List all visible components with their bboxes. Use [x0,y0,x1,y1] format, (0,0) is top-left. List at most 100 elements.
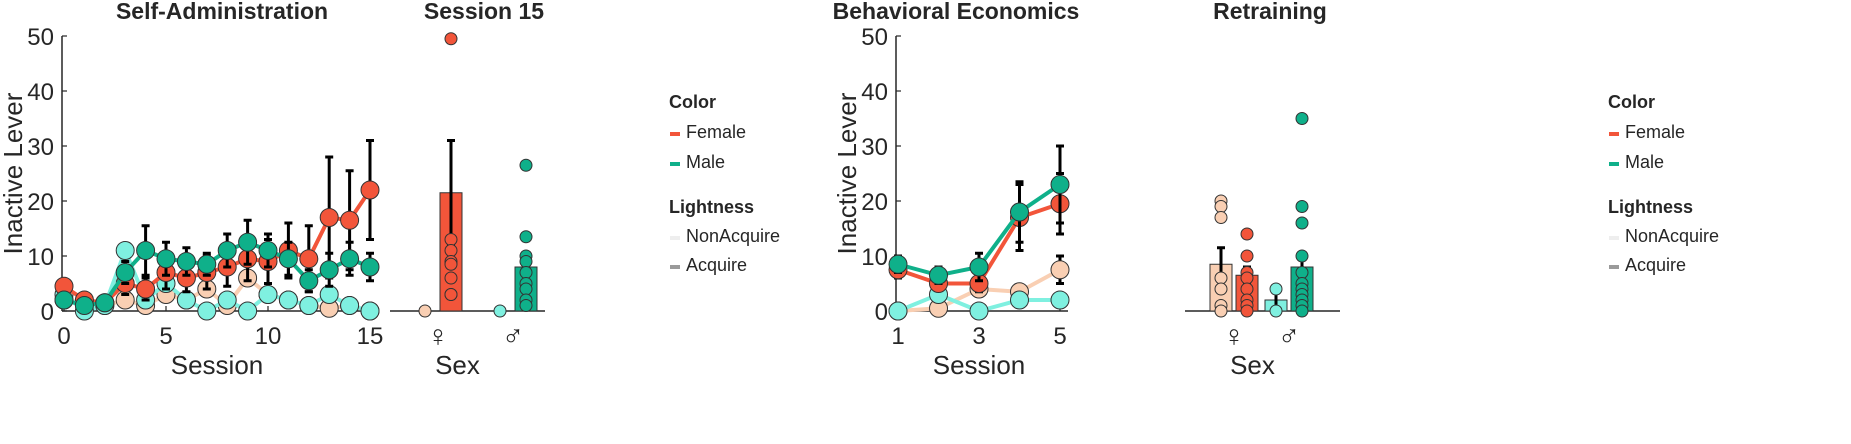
series-line [63,240,371,308]
data-point [299,296,319,315]
data-point [969,257,989,277]
data-point [1214,304,1228,318]
legend-lightness-title: Lightness [669,197,754,217]
data-point [217,290,237,310]
y-tick-label: 40 [27,79,54,106]
data-point [217,241,237,260]
data-point [197,301,217,321]
bar-group [1209,194,1233,318]
data-point [1295,266,1309,279]
series-3 [54,218,380,315]
category-label: ♀ [1223,320,1246,353]
data-point [1269,304,1283,318]
data-point [258,241,278,260]
x-axis-label: Sex [435,350,480,380]
data-point [888,254,908,274]
data-point [299,249,319,269]
data-point [1240,271,1254,285]
data-point [319,285,339,304]
data-point [115,263,135,282]
data-point [1214,282,1228,296]
legend-label: Male [1625,152,1664,172]
x-axis-label: Session [171,350,264,380]
data-point [1050,290,1070,310]
data-point [929,265,948,285]
panel-2: Behavioral Economics 0 10 20 30 40 50 1 3 5 Sessio… [832,0,1079,380]
panel-title: Retraining [1213,0,1327,24]
data-point [1295,200,1309,213]
legend-label: Female [686,122,746,142]
legend-label: NonAcquire [686,226,780,246]
legend-label: NonAcquire [1625,226,1719,246]
x-axis-label: Sex [1230,350,1275,380]
data-point [1295,304,1309,318]
y-tick-label: 10 [27,244,54,271]
legend-0: Color Female Male Lightness NonAcquire Acquir… [669,92,780,275]
bar-group [493,304,507,318]
y-tick-label: 50 [27,24,54,51]
y-tick-label: 20 [27,189,54,216]
data-point [519,266,533,279]
data-point [95,293,115,313]
data-point [1269,282,1283,296]
bar-group [1290,112,1314,318]
series-line [62,188,372,305]
legend-swatch [1609,236,1619,240]
data-point [319,208,339,227]
data-point [278,290,298,310]
data-point [519,230,533,244]
legend-swatch [670,265,680,269]
legend-swatch [1609,265,1619,269]
data-point [1214,271,1228,285]
data-point [1295,216,1309,230]
data-point [519,282,533,296]
legend-label: Acquire [1625,255,1686,275]
data-point [340,296,360,315]
series-line [62,245,371,314]
data-point [444,271,458,285]
y-tick-label: 0 [41,299,54,326]
data-point [1214,211,1228,224]
panel-title: Self-Administration [116,0,328,24]
data-point [519,255,533,268]
panel-0: Self-Administration 0 10 20 30 40 50 0 5 10 15 Sess… [0,0,383,380]
legend-1: Color Female Male Lightness NonAcquire Acquir… [1608,92,1719,275]
panel-title: Behavioral Economics [833,0,1080,24]
y-tick-label: 40 [861,79,888,106]
data-point [54,290,74,310]
y-tick-label: 0 [875,299,888,326]
data-point [74,296,94,315]
data-point [360,180,380,200]
category-label: ♀ [427,320,450,353]
bar-group [1264,282,1288,318]
data-point [444,288,458,301]
legend-color-title: Color [1608,92,1655,112]
data-point [115,241,135,260]
data-point [176,290,196,310]
y-tick-label: 10 [861,244,888,271]
data-point [340,249,360,269]
y-axis-label: Inactive Lever [0,92,28,254]
bar-group [514,158,538,312]
data-point [1295,112,1309,125]
data-point [1214,200,1228,213]
y-tick-label: 50 [861,24,888,51]
x-tick-label: 3 [972,323,985,350]
data-point [444,32,458,46]
series-3 [888,144,1070,285]
data-point [238,301,258,321]
x-tick-label: 15 [357,323,384,350]
data-point [1010,202,1029,222]
bar-group [1235,227,1259,318]
data-point [156,249,176,269]
data-point [1050,175,1070,194]
data-point [444,233,458,246]
legend-swatch [1609,132,1619,136]
data-point [258,285,278,304]
data-point [418,304,432,318]
data-point [319,260,339,280]
data-point [238,232,258,252]
y-tick-label: 30 [861,134,888,161]
legend-lightness-title: Lightness [1608,197,1693,217]
